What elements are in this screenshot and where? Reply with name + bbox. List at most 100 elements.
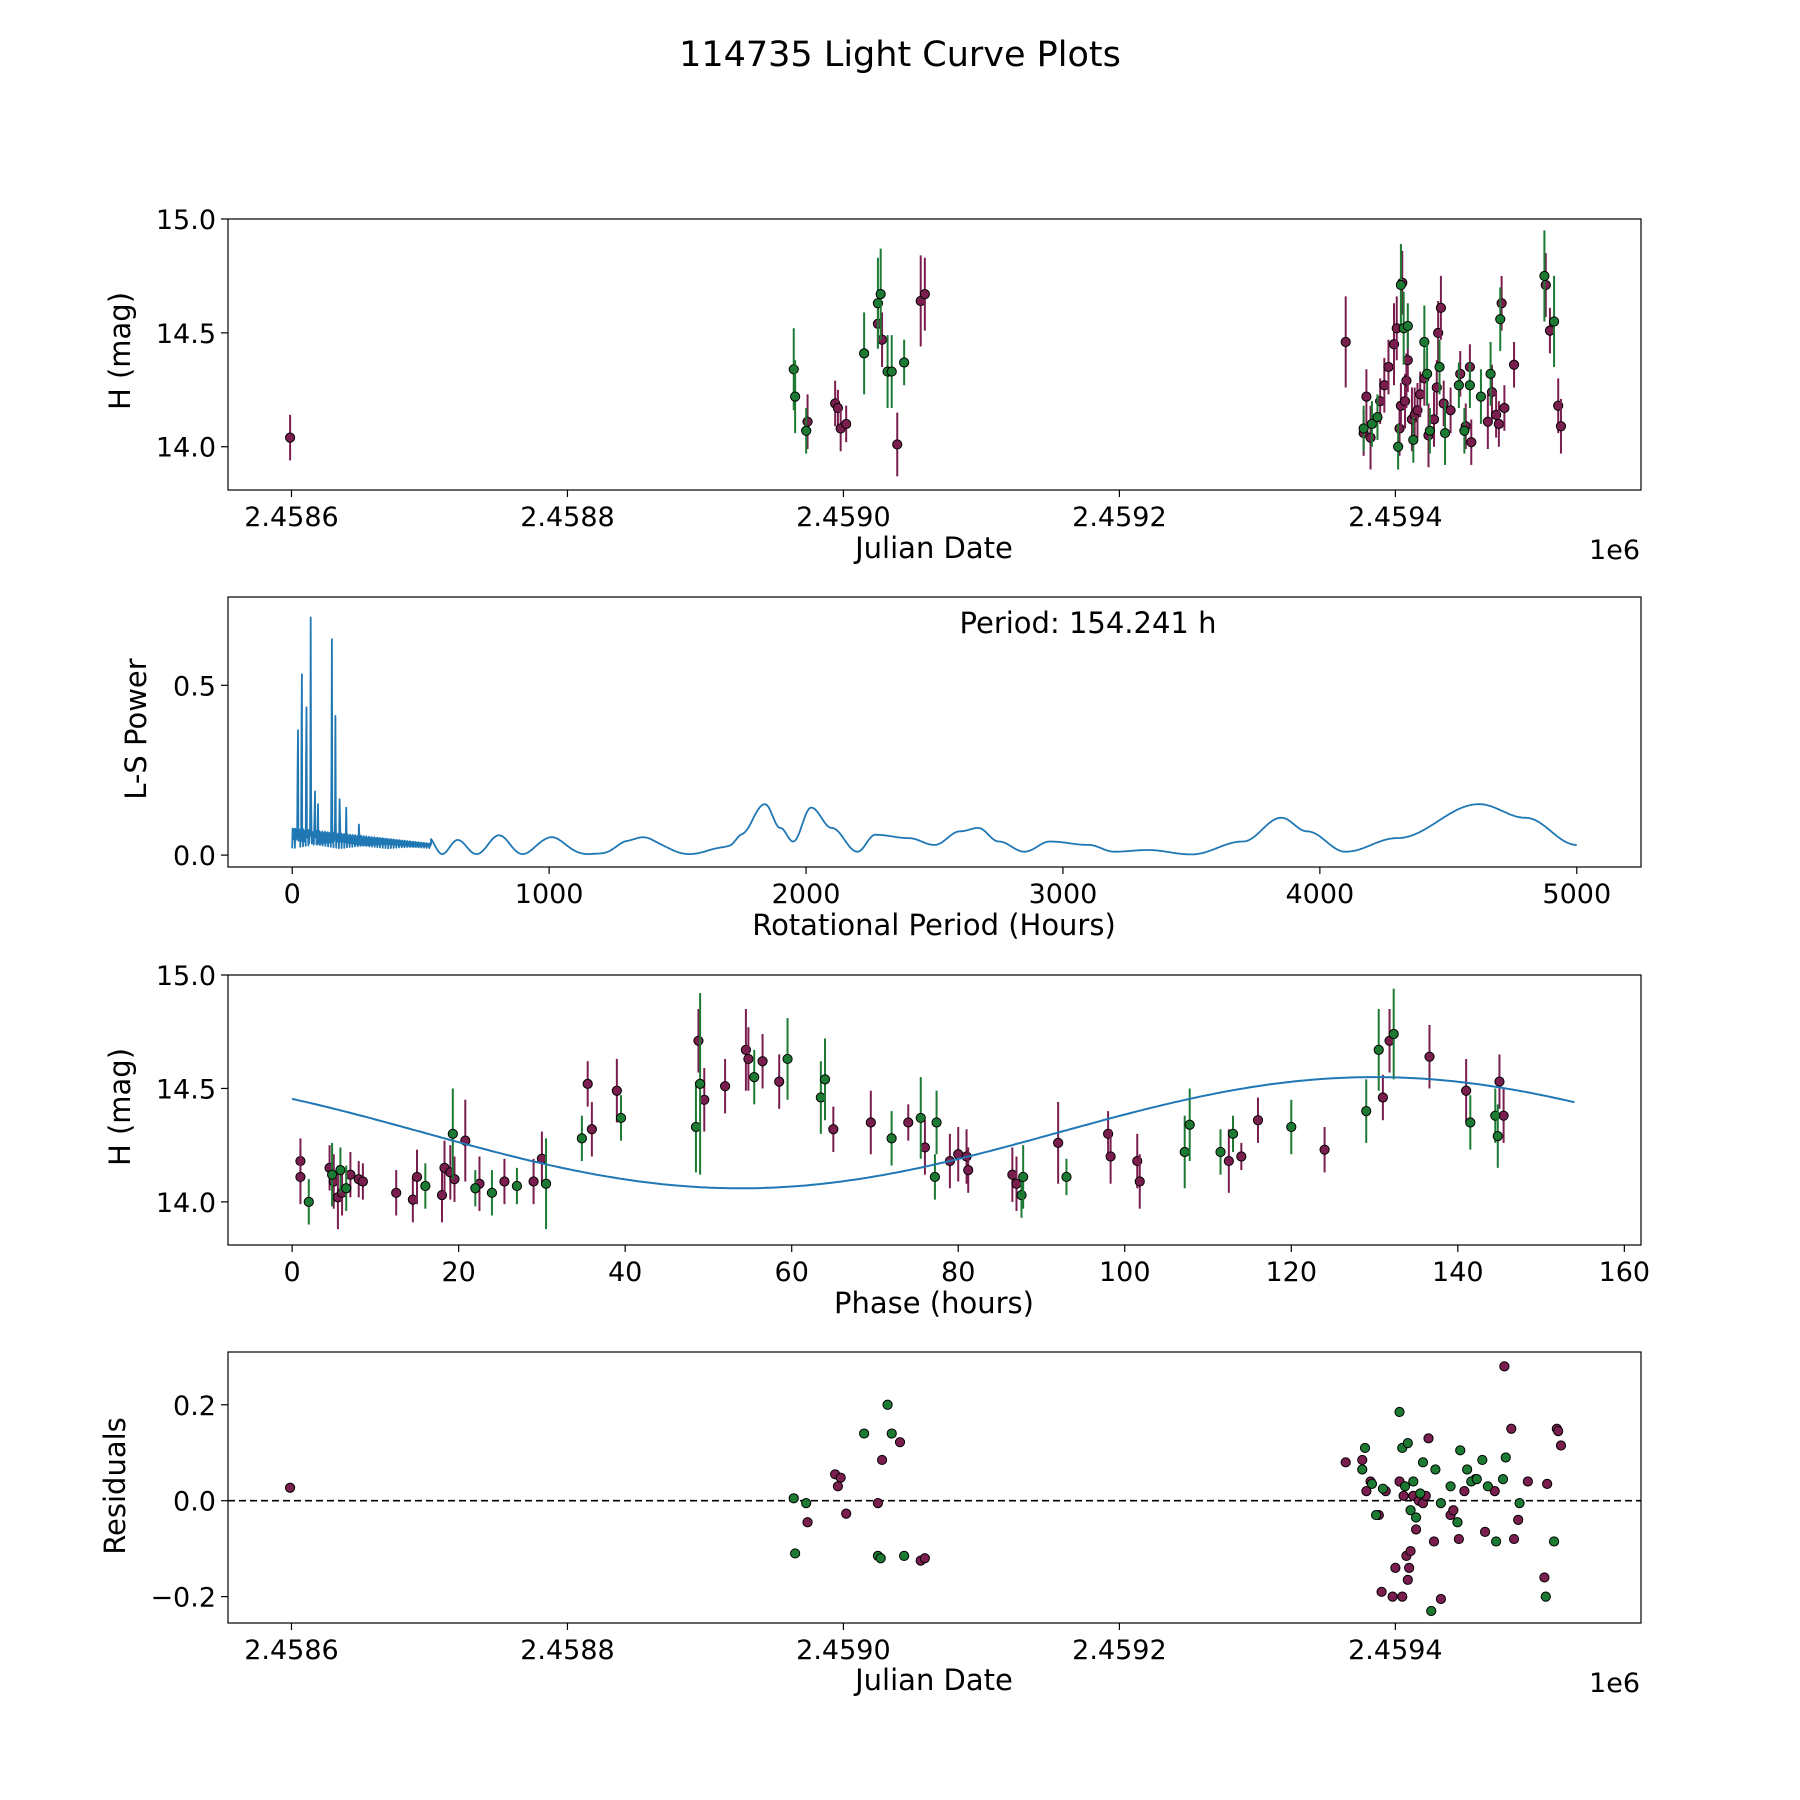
y-tick-label: 15.0 bbox=[156, 205, 216, 236]
data-point bbox=[1462, 1464, 1473, 1475]
data-point bbox=[886, 366, 897, 377]
data-point bbox=[1514, 1497, 1525, 1509]
y-tick-label: 14.0 bbox=[156, 1188, 216, 1219]
x-tick-label: 5000 bbox=[1542, 879, 1611, 910]
data-point bbox=[335, 1165, 346, 1176]
data-point bbox=[586, 1124, 597, 1135]
data-point bbox=[1223, 1155, 1234, 1167]
data-point bbox=[1471, 1474, 1482, 1485]
data-point bbox=[1540, 1591, 1551, 1602]
x-tick-label: 40 bbox=[608, 1257, 642, 1288]
data-point bbox=[1372, 412, 1383, 423]
data-point bbox=[1539, 270, 1550, 282]
y-tick-label: 0.0 bbox=[173, 841, 216, 872]
data-point bbox=[1482, 1481, 1493, 1492]
data-point bbox=[1445, 1481, 1456, 1492]
data-point bbox=[1553, 1426, 1564, 1437]
data-point bbox=[719, 1081, 731, 1092]
data-point bbox=[835, 1472, 846, 1483]
x-tick-label: 20 bbox=[441, 1257, 475, 1288]
data-point bbox=[1402, 1574, 1413, 1585]
data-point bbox=[1453, 1533, 1464, 1545]
data-point bbox=[743, 1053, 754, 1065]
data-point bbox=[1513, 1514, 1524, 1525]
data-point bbox=[1434, 361, 1445, 373]
data-point bbox=[1394, 1406, 1405, 1418]
data-point bbox=[1404, 1562, 1415, 1573]
phased-ylabel: H (mag) bbox=[103, 1048, 137, 1166]
data-point bbox=[1134, 1176, 1145, 1187]
lightcurve-panel: Julian Date H (mag) 1e6 2.4586 2.4588 2.45… bbox=[103, 205, 1642, 566]
data-point bbox=[1359, 1442, 1371, 1454]
data-point bbox=[1390, 1562, 1401, 1573]
data-point bbox=[1424, 1051, 1435, 1062]
y-tick-label: −0.2 bbox=[150, 1583, 216, 1614]
data-point bbox=[295, 1171, 306, 1183]
data-point bbox=[1455, 1445, 1466, 1456]
data-point bbox=[1227, 1128, 1239, 1139]
plot-frame bbox=[227, 596, 1642, 868]
periodogram-xlabel: Rotational Period (Hours) bbox=[752, 908, 1116, 942]
data-point bbox=[1395, 279, 1407, 291]
data-point bbox=[919, 1553, 930, 1564]
data-point bbox=[886, 1133, 897, 1144]
data-point bbox=[1439, 427, 1451, 439]
data-point bbox=[894, 1437, 906, 1448]
data-point bbox=[1493, 418, 1504, 430]
data-point bbox=[757, 1056, 768, 1067]
data-point bbox=[1453, 380, 1464, 391]
data-point bbox=[1061, 1171, 1072, 1183]
data-point bbox=[1252, 1115, 1264, 1126]
residuals-xlabel: Julian Date bbox=[853, 1663, 1013, 1697]
data-point bbox=[1376, 1586, 1387, 1597]
data-point bbox=[841, 418, 852, 430]
data-point bbox=[872, 1497, 884, 1509]
period-annotation: Period: 154.241 h bbox=[960, 606, 1217, 640]
data-point bbox=[1377, 1483, 1389, 1494]
data-point bbox=[1405, 1545, 1416, 1557]
data-point bbox=[892, 439, 903, 450]
x-tick-label: 2.4590 bbox=[796, 1635, 890, 1666]
data-point bbox=[859, 1428, 870, 1439]
data-point bbox=[1506, 1423, 1517, 1434]
data-point bbox=[790, 391, 801, 402]
data-point bbox=[1286, 1121, 1297, 1133]
x-tick-label: 2.4594 bbox=[1348, 1635, 1442, 1666]
data-point bbox=[470, 1183, 481, 1194]
data-point bbox=[303, 1196, 314, 1207]
data-point bbox=[693, 1035, 704, 1046]
data-point bbox=[931, 1117, 942, 1128]
data-point bbox=[1508, 359, 1520, 370]
data-point bbox=[1494, 1076, 1505, 1087]
data-point bbox=[1415, 1488, 1426, 1499]
data-point bbox=[411, 1171, 423, 1183]
data-point bbox=[1466, 437, 1477, 448]
data-point bbox=[1357, 1454, 1368, 1466]
data-point bbox=[1422, 368, 1433, 379]
data-point bbox=[1370, 1509, 1382, 1521]
data-point bbox=[1498, 1110, 1509, 1121]
data-point bbox=[447, 1128, 458, 1139]
data-point bbox=[1184, 1119, 1195, 1130]
data-point bbox=[1464, 380, 1475, 391]
y-tick-label: 14.0 bbox=[156, 433, 216, 464]
data-point bbox=[1540, 279, 1551, 291]
data-point bbox=[1475, 391, 1487, 402]
data-point bbox=[1215, 1146, 1226, 1158]
plot-frame bbox=[227, 218, 1642, 491]
plot-frame bbox=[227, 974, 1642, 1246]
data-point bbox=[1491, 1536, 1502, 1547]
data-point bbox=[875, 289, 886, 300]
phased-xlabel: Phase (hours) bbox=[834, 1286, 1034, 1320]
data-point bbox=[1423, 1433, 1434, 1444]
data-point bbox=[1361, 1106, 1372, 1117]
data-point bbox=[903, 1117, 914, 1128]
data-point bbox=[929, 1171, 941, 1183]
data-point bbox=[1393, 441, 1404, 452]
periodogram-panel: Rotational Period (Hours) L-S Power Peri… bbox=[119, 596, 1642, 942]
data-point bbox=[615, 1112, 627, 1124]
data-point bbox=[357, 1176, 368, 1187]
data-point bbox=[1377, 1092, 1388, 1103]
data-point bbox=[576, 1133, 587, 1144]
data-point bbox=[1236, 1151, 1247, 1162]
